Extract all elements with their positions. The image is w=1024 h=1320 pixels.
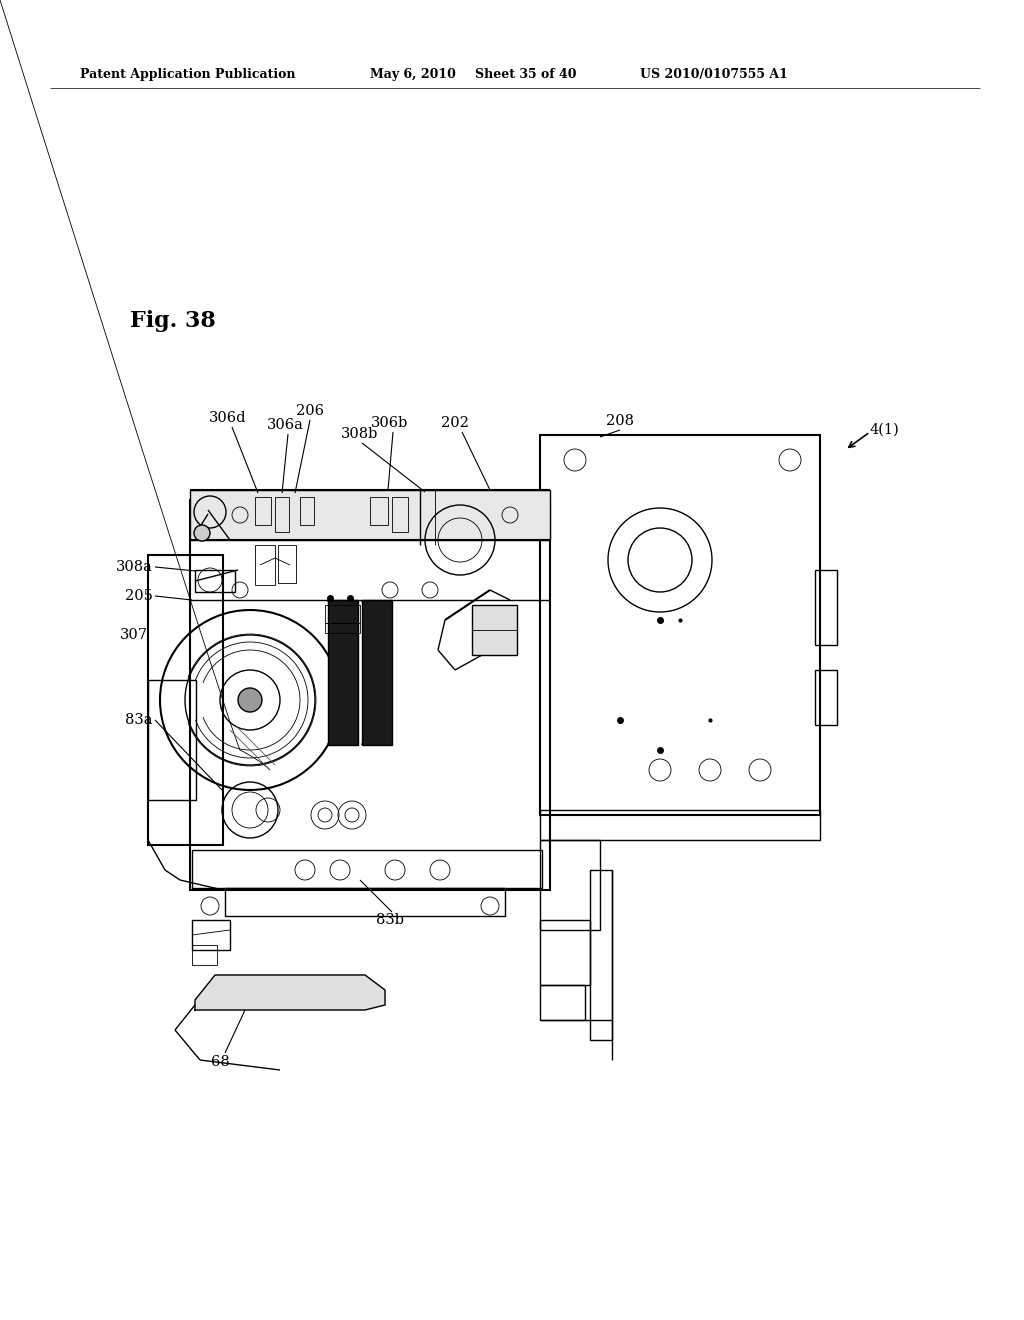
Bar (195, 570, 234, 591)
Text: Fig. 38: Fig. 38 (130, 310, 216, 333)
Bar (278, 545, 296, 583)
Bar (325, 623, 360, 634)
Bar (193, 850, 542, 888)
Text: 307: 307 (120, 628, 148, 642)
Bar (325, 605, 360, 623)
Bar (392, 498, 408, 532)
Bar (328, 601, 358, 744)
Text: 205: 205 (125, 589, 153, 603)
Bar (225, 888, 505, 916)
Text: 308b: 308b (341, 426, 379, 441)
Bar (370, 498, 388, 525)
Text: Sheet 35 of 40: Sheet 35 of 40 (475, 69, 577, 81)
Bar (193, 920, 230, 950)
Bar (815, 671, 837, 725)
Bar (300, 498, 314, 525)
Text: 308a: 308a (116, 560, 153, 574)
Bar (590, 870, 612, 1040)
Text: 68: 68 (211, 1055, 229, 1069)
Circle shape (238, 688, 262, 711)
Bar (190, 490, 550, 540)
Bar (540, 810, 820, 840)
Text: Patent Application Publication: Patent Application Publication (80, 69, 296, 81)
Text: 306a: 306a (266, 418, 303, 432)
Bar (540, 436, 820, 814)
Bar (255, 498, 271, 525)
Text: 208: 208 (606, 414, 634, 428)
Bar (362, 601, 392, 744)
Text: 306d: 306d (209, 411, 247, 425)
Bar (148, 554, 223, 845)
Text: May 6, 2010: May 6, 2010 (370, 69, 456, 81)
Text: 4(1): 4(1) (870, 422, 900, 437)
Text: 202: 202 (441, 416, 469, 430)
Circle shape (194, 525, 210, 541)
Bar (540, 985, 585, 1020)
Bar (148, 680, 196, 800)
Text: 306b: 306b (372, 416, 409, 430)
Polygon shape (195, 975, 385, 1010)
Bar (472, 605, 517, 655)
Bar (275, 498, 289, 532)
Text: US 2010/0107555 A1: US 2010/0107555 A1 (640, 69, 787, 81)
Text: 83a: 83a (126, 713, 153, 727)
Text: 83b: 83b (376, 913, 404, 927)
Bar (193, 945, 217, 965)
Bar (540, 920, 590, 985)
Text: 206: 206 (296, 404, 324, 418)
Bar (190, 500, 550, 890)
Bar (815, 570, 837, 645)
Bar (255, 545, 275, 585)
Bar (540, 840, 600, 931)
